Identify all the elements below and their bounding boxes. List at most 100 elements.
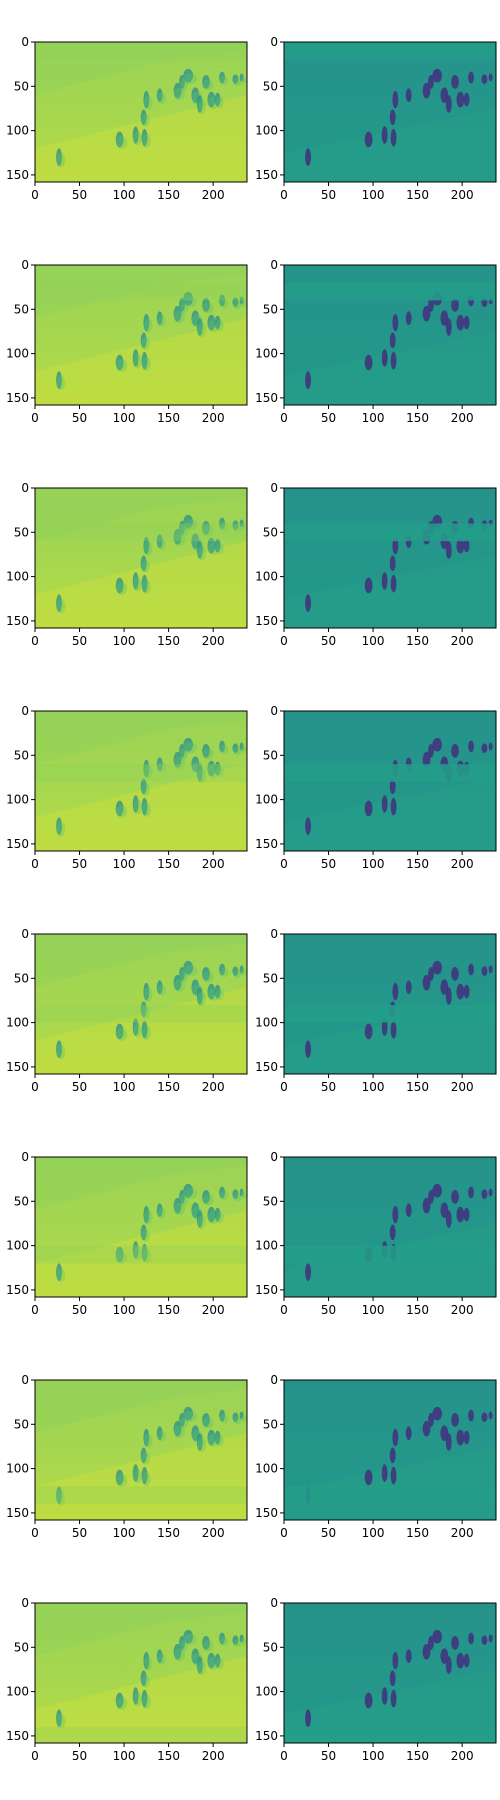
x-tick-label: 50 [321,1303,336,1317]
figure-blob [219,294,225,307]
figure-blob [132,1464,139,1482]
figure-blob [140,109,147,126]
y-tick-label: 0 [21,704,29,718]
figure-blob [432,68,443,83]
figure-blob [422,1197,431,1214]
figure-blob [405,980,412,994]
x-tick-label: 200 [451,1303,474,1317]
figure-blob [232,74,239,85]
figure-blob [481,1412,488,1423]
figure-blob [202,744,210,758]
y-tick-label: 150 [6,1060,29,1074]
x-tick-label: 0 [31,857,39,871]
y-tick-label: 150 [6,391,29,405]
figure-blob [390,1466,397,1485]
x-tick-label: 50 [72,188,87,202]
figure-blob [488,1411,493,1420]
figure-blob [202,75,210,89]
figure-blob [56,1263,62,1281]
figure-blob [143,982,150,1001]
x-tick-label: 200 [202,1080,225,1094]
figure-blob [115,577,124,594]
panel-image [35,488,247,628]
figure-blob [156,980,163,994]
figure-blob [132,795,139,813]
figure-blob [390,797,397,816]
x-tick-label: 150 [406,1080,429,1094]
figure-blob [488,1634,493,1643]
x-tick-label: 50 [321,411,336,425]
figure-blob [143,1205,150,1224]
y-tick-label: 0 [270,1150,278,1164]
masked-band [284,1004,496,1023]
figure-blob [173,751,182,768]
figure-blob [481,1635,488,1646]
y-tick-label: 0 [270,704,278,718]
figure-blob [156,1203,163,1217]
figure-blob [183,1406,194,1421]
x-tick-label: 200 [451,411,474,425]
figure-blob [173,1643,182,1660]
figure-blob [141,797,148,816]
x-tick-label: 50 [321,188,336,202]
figure-blob [196,987,203,1005]
figure-blob [140,1224,147,1241]
figure-blob [214,92,221,107]
figure-blob [463,1430,470,1445]
figure-blob [140,332,147,349]
figure-blob [179,1190,185,1204]
figure-blob [196,541,203,559]
panel-image [35,1380,247,1520]
y-tick-label: 0 [270,927,278,941]
figure-blob [481,1189,488,1200]
x-tick-label: 150 [157,857,180,871]
y-tick-label: 150 [255,391,278,405]
figure-blob [191,1202,200,1218]
x-tick-label: 150 [157,1526,180,1540]
figure-blob [445,541,452,559]
masked-band [284,1727,496,1743]
y-tick-label: 50 [263,1194,278,1208]
figure-blob [432,1629,443,1644]
x-tick-label: 100 [113,634,136,648]
panel-r6-left: 0 50 100 150 200 0 50 100 150 [6,1150,248,1317]
figure-blob [468,1632,474,1645]
figure-blob [422,751,431,768]
x-tick-label: 0 [280,1526,288,1540]
figure-blob [428,298,434,312]
y-tick-label: 150 [6,1729,29,1743]
x-tick-label: 50 [321,634,336,648]
x-tick-label: 50 [72,1303,87,1317]
x-tick-label: 150 [157,1080,180,1094]
masked-band [284,523,496,542]
figure-blob [305,817,311,835]
x-tick-label: 150 [406,1303,429,1317]
x-tick-label: 100 [113,1749,136,1763]
figure-blob [456,1429,465,1446]
x-tick-label: 200 [202,1303,225,1317]
figure-blob [232,520,239,531]
figure-blob [183,514,194,529]
y-tick-label: 0 [270,35,278,49]
figure-blob [481,74,488,85]
figure-blob [143,313,150,332]
y-tick-label: 100 [255,1239,278,1253]
y-tick-label: 0 [270,1373,278,1387]
figure-blob [219,1632,225,1645]
figure-blob [440,1648,449,1664]
masked-band [284,282,496,301]
x-tick-label: 0 [31,411,39,425]
x-tick-label: 200 [202,411,225,425]
masked-band [35,282,247,301]
panel-image [284,711,496,851]
panel-r4-right: 0 50 100 150 200 0 50 100 150 [255,704,497,871]
x-tick-label: 0 [280,1080,288,1094]
figure-blob [191,1648,200,1664]
masked-band [35,1245,247,1264]
figure-blob [173,305,182,322]
x-tick-label: 200 [451,1526,474,1540]
masked-band [35,42,247,60]
figure-blob [389,1224,396,1241]
x-tick-label: 0 [31,634,39,648]
y-tick-label: 50 [263,748,278,762]
